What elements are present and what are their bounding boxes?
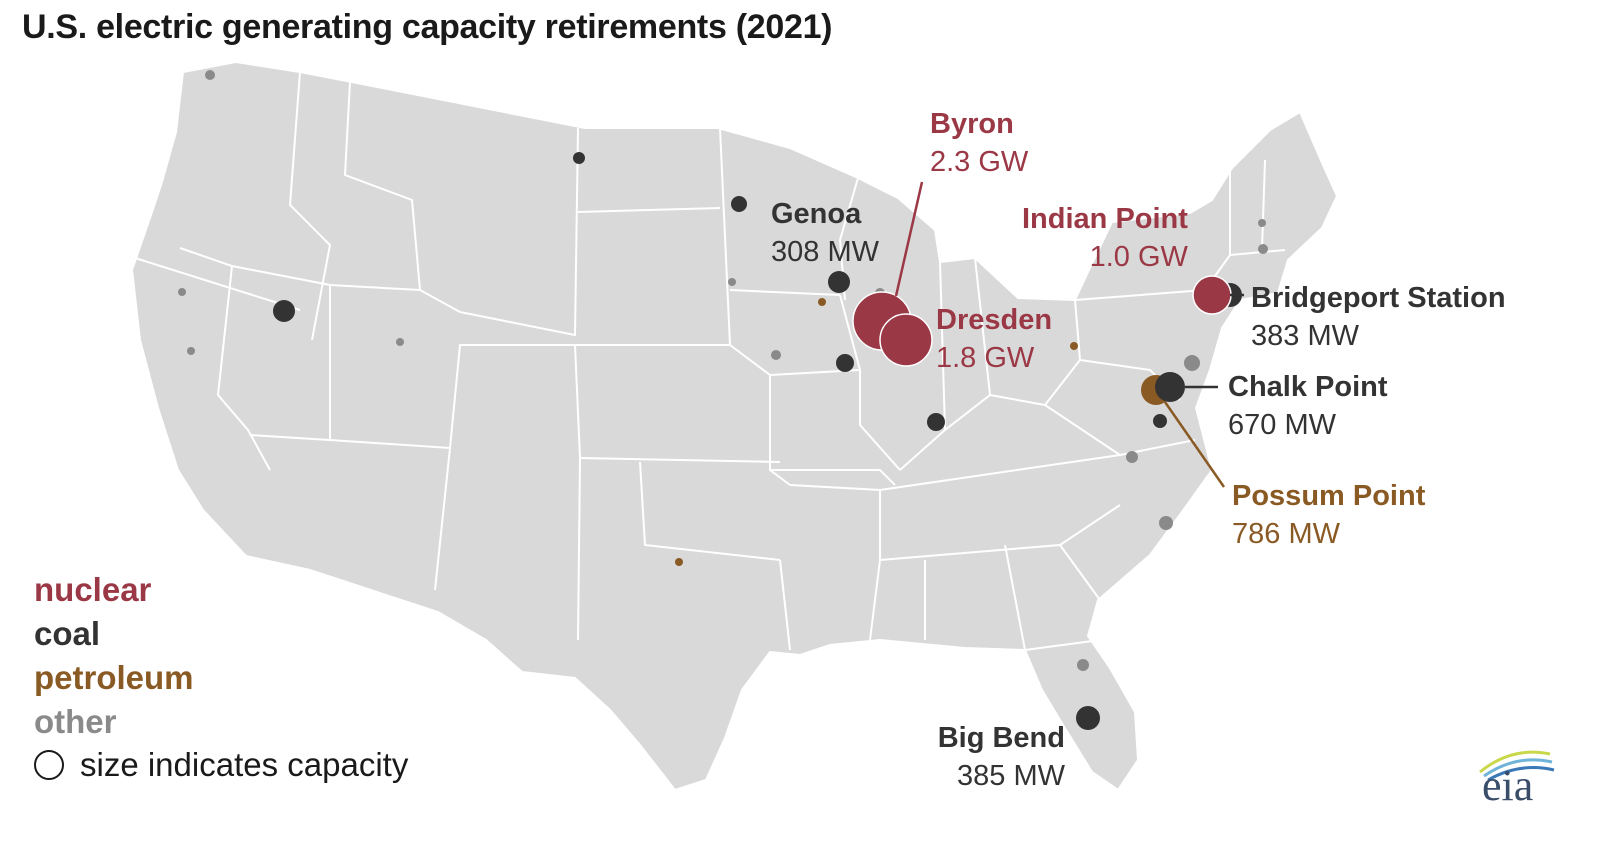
indian-point-name: Indian Point: [1022, 203, 1188, 235]
possum-point-label: Possum Point 786 MW: [1232, 482, 1425, 549]
map-title: U.S. electric generating capacity retire…: [22, 8, 833, 46]
legend-coal: coal: [34, 615, 101, 652]
size-legend-text: size indicates capacity: [80, 746, 409, 783]
coal-plant-marker: [836, 354, 854, 372]
other-plant-marker: [771, 350, 781, 360]
leader-lines: [894, 181, 1244, 488]
chalk-point-name: Chalk Point: [1228, 371, 1388, 403]
coal-plant-marker: [1153, 414, 1167, 428]
other-plant-marker: [1184, 355, 1200, 371]
nuclear-plants: [852, 275, 1232, 367]
genoa-label: Genoa 308 MW: [771, 200, 879, 267]
big-bend-name: Big Bend: [937, 722, 1065, 754]
bridgeport-name: Bridgeport Station: [1251, 282, 1506, 314]
big-bend-marker: [1076, 706, 1100, 730]
other-plant-marker: [1258, 219, 1266, 227]
possum-point-capacity: 786 MW: [1232, 518, 1340, 550]
indian-point-capacity: 1.0 GW: [1089, 241, 1188, 273]
legend-other: other: [34, 703, 117, 740]
dresden-capacity: 1.8 GW: [936, 342, 1035, 374]
other-plant-marker: [396, 338, 404, 346]
genoa-name: Genoa: [771, 198, 862, 230]
other-plants: [178, 70, 1268, 671]
coal-plant-marker: [273, 300, 295, 322]
big-bend-capacity: 385 MW: [957, 760, 1065, 792]
eia-logo-text: eia: [1482, 761, 1534, 810]
eia-logo-arcs-icon: [1479, 750, 1555, 782]
chalk-point-label: Chalk Point 670 MW: [1228, 373, 1388, 440]
fuel-legend: nuclear coal petroleum other: [34, 568, 194, 744]
byron-label: Byron 2.3 GW: [930, 110, 1028, 177]
dresden-name: Dresden: [936, 304, 1053, 336]
chalk-point-capacity: 670 MW: [1228, 409, 1336, 441]
coal-plant-marker: [927, 413, 945, 431]
coal-plant-marker: [573, 152, 585, 164]
petroleum-plant-marker: [675, 558, 683, 566]
other-plant-marker: [205, 70, 215, 80]
other-plant-marker: [1077, 659, 1089, 671]
genoa-marker: [828, 271, 850, 293]
dresden-label: Dresden 1.8 GW: [936, 306, 1052, 373]
coal-plant-marker: [731, 196, 747, 212]
legend-petroleum: petroleum: [34, 659, 194, 696]
state-borders: [134, 71, 1286, 651]
petroleum-plant-marker: [1070, 342, 1078, 350]
other-plant-marker: [187, 347, 195, 355]
bridgeport-label: Bridgeport Station 383 MW: [1251, 284, 1506, 351]
eia-logo: eia: [1472, 742, 1572, 810]
chalk-point-marker: [1155, 372, 1185, 402]
indian-point-label: Indian Point 1.0 GW: [1022, 205, 1188, 272]
petroleum-plant-marker: [818, 298, 826, 306]
possum-point-name: Possum Point: [1232, 480, 1426, 512]
genoa-capacity: 308 MW: [771, 236, 879, 268]
size-legend: size indicates capacity: [34, 746, 408, 784]
other-plant-marker: [1258, 244, 1268, 254]
byron-capacity: 2.3 GW: [930, 146, 1029, 178]
indian-point-marker: [1192, 275, 1232, 315]
dresden-marker: [879, 313, 933, 367]
bridgeport-capacity: 383 MW: [1251, 320, 1359, 352]
byron-name: Byron: [930, 108, 1014, 140]
other-plant-marker: [728, 278, 736, 286]
other-plant-marker: [1159, 516, 1173, 530]
byron-leader-line: [894, 181, 924, 297]
big-bend-label: Big Bend 385 MW: [922, 724, 1065, 791]
other-plant-marker: [178, 288, 186, 296]
legend-nuclear: nuclear: [34, 571, 152, 608]
circle-icon: [34, 750, 64, 780]
other-plant-marker: [1126, 451, 1138, 463]
us-landmass: [130, 60, 1339, 792]
possum-point-leader-line: [1163, 401, 1226, 488]
